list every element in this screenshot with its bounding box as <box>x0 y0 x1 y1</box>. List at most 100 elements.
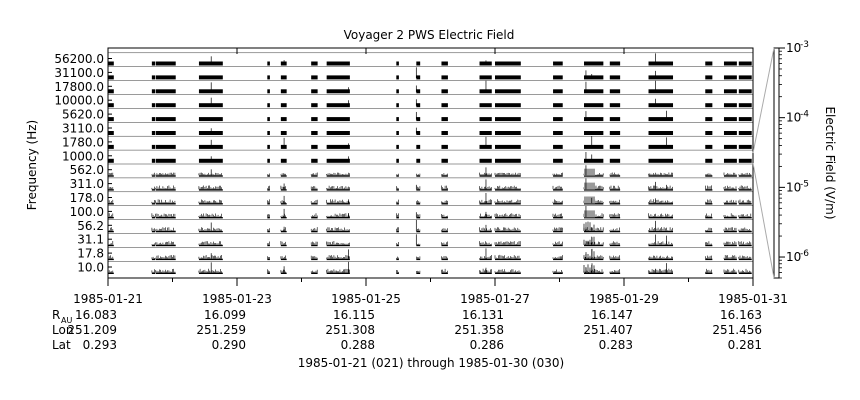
data-bar <box>584 103 604 108</box>
data-bar <box>416 144 421 149</box>
data-trace <box>310 227 318 231</box>
data-trace <box>198 213 222 217</box>
data-bar <box>495 175 521 177</box>
data-trace <box>648 255 673 259</box>
data-bar <box>705 103 713 108</box>
data-bar <box>280 258 287 261</box>
data-bar <box>280 244 287 247</box>
data-bar <box>396 258 399 261</box>
data-trace <box>723 213 737 217</box>
ephemeris-value: 251.259 <box>196 323 246 337</box>
data-bar <box>705 258 713 261</box>
data-bar <box>609 158 621 163</box>
data-bar <box>738 103 752 108</box>
ephemeris-value: 251.456 <box>712 323 762 337</box>
data-bar <box>155 203 176 205</box>
data-trace <box>609 255 620 259</box>
data-bar <box>155 189 176 191</box>
data-bar <box>326 131 350 135</box>
y-tick-label: 10000.0 <box>54 94 104 108</box>
ephemeris-value: 0.281 <box>728 338 762 352</box>
data-bar <box>151 217 156 219</box>
data-bar <box>553 203 563 205</box>
data-bar <box>198 175 223 177</box>
data-trace <box>738 199 752 204</box>
data-trace <box>267 173 270 176</box>
data-bar <box>155 131 176 135</box>
data-trace <box>310 255 318 259</box>
data-trace <box>198 241 222 245</box>
data-bar <box>280 103 287 108</box>
x-tick-label: 1985-01-21 <box>73 292 143 306</box>
data-trace <box>479 186 492 190</box>
colorbar-label: Electric Field (V/m) <box>823 106 837 219</box>
data-bar <box>648 203 674 205</box>
data-trace <box>416 214 421 217</box>
data-bar <box>151 158 156 163</box>
data-bar <box>311 230 318 233</box>
data-trace <box>552 185 563 190</box>
data-trace <box>198 268 222 273</box>
data-trace <box>552 172 563 176</box>
y-tick-label: 31.1 <box>77 233 104 247</box>
channel-row <box>107 247 753 261</box>
channel-row <box>108 149 753 163</box>
data-bar <box>396 144 399 149</box>
data-bar <box>416 75 421 80</box>
data-bar <box>396 230 399 233</box>
data-bar <box>311 89 318 94</box>
data-trace <box>310 213 318 217</box>
data-bar <box>705 272 713 274</box>
data-trace <box>494 185 521 190</box>
channel-row <box>107 219 753 233</box>
data-trace <box>441 200 448 204</box>
data-bar <box>609 244 621 247</box>
data-trace <box>441 214 448 217</box>
data-bar <box>151 75 156 80</box>
colorbar-tick-exponent: -6 <box>800 249 809 259</box>
data-trace <box>609 185 620 190</box>
data-bar <box>151 103 156 108</box>
data-bar <box>416 230 421 233</box>
data-bar <box>396 158 399 163</box>
data-bar <box>416 131 421 135</box>
data-bar <box>584 89 604 94</box>
data-bar <box>495 203 521 205</box>
y-tick-label: 31100.0 <box>54 66 104 80</box>
data-bar <box>441 103 448 108</box>
data-bar <box>705 75 713 80</box>
data-bar <box>326 217 350 219</box>
colorbar-tick-exponent: -4 <box>800 110 809 120</box>
data-bar <box>648 117 674 122</box>
data-bar <box>738 89 752 94</box>
data-trace <box>479 255 492 259</box>
data-trace <box>326 268 350 273</box>
data-bar <box>280 89 287 94</box>
data-bar <box>648 258 674 261</box>
data-bar <box>553 158 563 163</box>
data-bar <box>198 189 223 191</box>
data-trace <box>155 255 176 259</box>
data-bar <box>584 217 604 219</box>
data-bar <box>723 189 737 191</box>
data-trace <box>609 213 620 217</box>
data-bar <box>648 158 674 163</box>
data-trace <box>151 269 155 273</box>
data-trace <box>648 172 673 176</box>
data-bar <box>155 230 176 233</box>
data-bar <box>648 144 674 149</box>
data-trace <box>155 241 176 245</box>
data-bar <box>267 75 270 80</box>
data-bar <box>441 272 448 274</box>
data-bar <box>151 230 156 233</box>
data-bar <box>723 158 737 163</box>
data-bar <box>495 230 521 233</box>
x-tick-label: 1985-01-27 <box>460 292 530 306</box>
data-bar <box>326 89 350 94</box>
data-trace <box>280 173 286 176</box>
data-bar <box>609 144 621 149</box>
channel-row <box>108 66 753 80</box>
data-bar <box>155 75 176 80</box>
channel-row <box>108 94 753 108</box>
data-bar <box>723 217 737 219</box>
